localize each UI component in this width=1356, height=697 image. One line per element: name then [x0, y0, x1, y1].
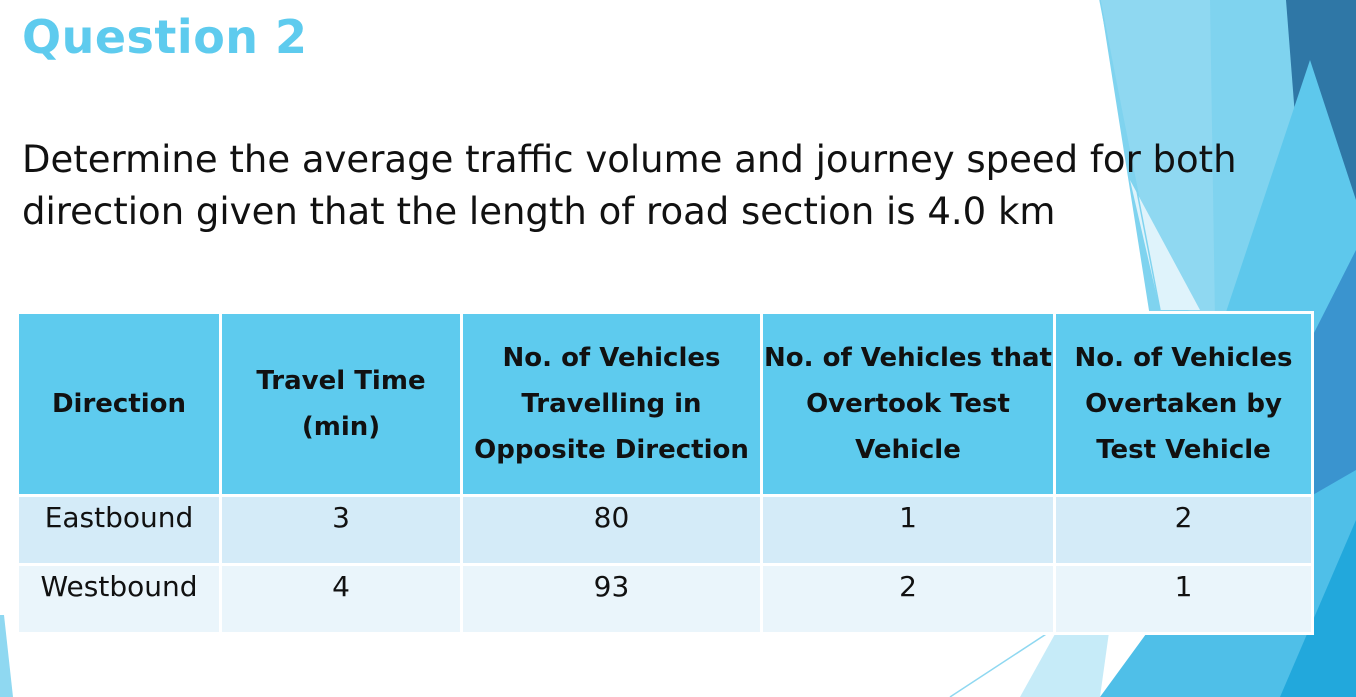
header-direction: Direction: [16, 311, 222, 497]
header-travel-time: Travel Time (min): [219, 311, 463, 497]
header-overtook-test-vehicle: No. of Vehicles that Overtook Test Vehic…: [760, 311, 1056, 497]
table-row: Eastbound 3 80 1 2: [16, 494, 1314, 566]
cell-overtaken: 1: [1053, 563, 1314, 635]
cell-travel-time: 4: [219, 563, 463, 635]
cell-direction: Eastbound: [16, 494, 222, 566]
vehicle-data-table: Direction Travel Time (min) No. of Vehic…: [16, 311, 1314, 635]
data-table-container: Direction Travel Time (min) No. of Vehic…: [16, 311, 1314, 635]
cell-overtaken: 2: [1053, 494, 1314, 566]
cell-travel-time: 3: [219, 494, 463, 566]
header-overtaken-by-test-vehicle: No. of Vehicles Overtaken by Test Vehicl…: [1053, 311, 1314, 497]
cell-opposite-direction: 80: [460, 494, 763, 566]
cell-overtook: 1: [760, 494, 1056, 566]
header-opposite-direction: No. of Vehicles Travelling in Opposite D…: [460, 311, 763, 497]
cell-overtook: 2: [760, 563, 1056, 635]
table-row: Westbound 4 93 2 1: [16, 563, 1314, 635]
question-text: Determine the average traffic volume and…: [22, 138, 1237, 233]
slide-title: Question 2: [22, 10, 308, 64]
table-header-row: Direction Travel Time (min) No. of Vehic…: [16, 311, 1314, 497]
cell-opposite-direction: 93: [460, 563, 763, 635]
cell-direction: Westbound: [16, 563, 222, 635]
